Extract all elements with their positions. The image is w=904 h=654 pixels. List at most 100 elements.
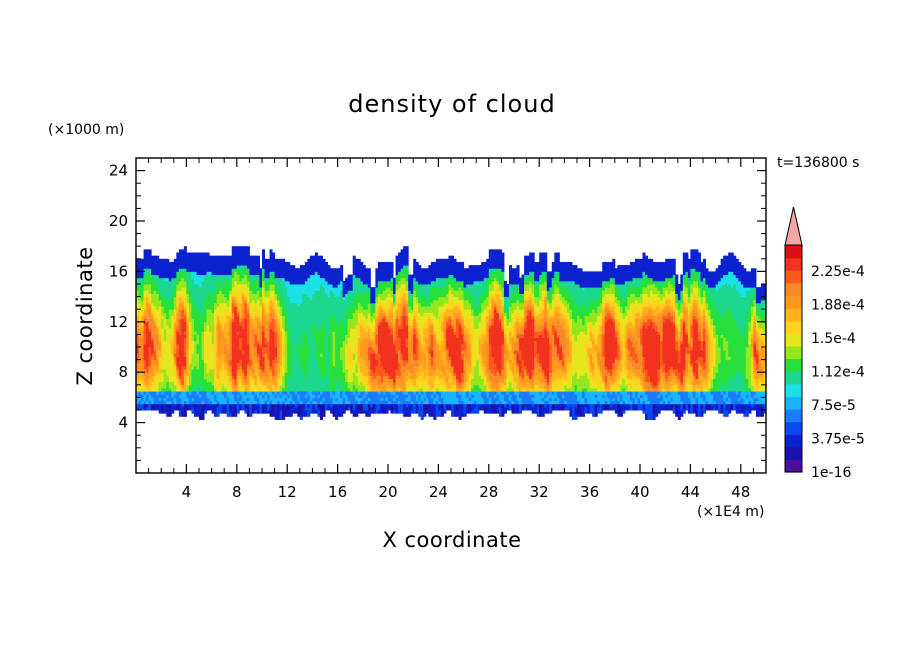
cloud-cell	[277, 258, 281, 263]
cloud-cell	[294, 274, 298, 279]
cloud-cell	[141, 271, 145, 276]
cloud-cell	[161, 350, 165, 354]
cloud-cell	[166, 258, 170, 263]
cloud-cell	[191, 353, 195, 357]
cloud-cell	[211, 321, 215, 326]
cloud-cell	[244, 350, 248, 354]
cloud-cell	[201, 318, 205, 323]
cloud-cell	[163, 309, 167, 313]
cloud-cell	[297, 324, 301, 329]
cloud-cell	[229, 350, 233, 354]
cloud-cell	[375, 309, 379, 313]
cloud-cell	[322, 350, 326, 354]
cloud-cell	[332, 359, 336, 364]
cloud-cell	[193, 315, 197, 320]
cloud-cell	[287, 378, 291, 383]
cloud-cell	[246, 306, 250, 310]
cloud-cell	[188, 290, 192, 294]
cloud-cell	[256, 299, 260, 304]
cloud-cell	[299, 324, 303, 329]
cloud-cell	[277, 302, 281, 307]
cloud-cell	[166, 347, 170, 351]
cloud-cell	[239, 268, 243, 272]
cloud-cell	[322, 299, 326, 304]
cloud-cell	[360, 369, 364, 373]
cloud-cell	[302, 359, 306, 364]
cloud-cell	[236, 387, 240, 392]
cloud-cell	[256, 406, 260, 411]
cloud-cell	[241, 331, 245, 335]
cloud-cell	[211, 343, 215, 348]
cloud-cell	[294, 369, 298, 373]
cloud-cell	[153, 381, 157, 386]
cloud-cell	[287, 356, 291, 361]
cloud-cell	[352, 318, 356, 323]
cloud-cell	[201, 416, 205, 420]
cloud-cell	[153, 328, 157, 332]
cloud-cell	[335, 384, 339, 389]
cloud-cell	[274, 284, 278, 288]
cloud-cell	[352, 359, 356, 364]
cloud-cell	[372, 293, 376, 298]
cloud-cell	[244, 343, 248, 348]
cloud-cell	[236, 365, 240, 370]
cloud-cell	[287, 290, 291, 294]
cloud-cell	[325, 315, 329, 320]
cloud-cell	[319, 397, 323, 402]
cloud-cell	[214, 381, 218, 386]
cloud-cell	[186, 290, 190, 294]
cloud-cell	[173, 287, 177, 291]
cloud-cell	[244, 391, 248, 395]
cloud-cell	[299, 271, 303, 276]
cloud-cell	[229, 406, 233, 411]
cloud-cell	[241, 391, 245, 395]
cloud-cell	[191, 258, 195, 263]
cloud-cell	[332, 306, 336, 310]
cloud-cell	[267, 356, 271, 361]
cloud-cell	[196, 337, 200, 342]
cloud-cell	[279, 394, 283, 398]
cloud-cell	[382, 340, 386, 345]
cloud-cell	[327, 271, 331, 276]
cloud-cell	[186, 337, 190, 342]
cloud-cell	[307, 296, 311, 301]
cloud-cell	[204, 375, 208, 379]
cloud-cell	[352, 299, 356, 304]
cloud-cell	[385, 372, 389, 376]
cloud-cell	[193, 384, 197, 389]
cloud-cell	[156, 403, 160, 408]
cloud-cell	[183, 403, 187, 408]
cloud-cell	[347, 381, 351, 386]
cloud-cell	[249, 391, 253, 395]
cloud-cell	[309, 299, 313, 304]
cloud-cell	[181, 353, 185, 357]
cloud-cell	[231, 334, 235, 339]
cloud-cell	[254, 324, 258, 329]
cloud-cell	[332, 280, 336, 285]
cloud-cell	[314, 403, 318, 408]
cloud-cell	[312, 284, 316, 288]
cloud-cell	[244, 324, 248, 329]
cloud-cell	[231, 337, 235, 342]
cloud-cell	[269, 410, 273, 414]
cloud-cell	[236, 255, 240, 260]
cloud-cell	[375, 359, 379, 364]
cloud-cell	[178, 410, 182, 414]
cloud-cell	[173, 365, 177, 370]
cloud-cell	[219, 343, 223, 348]
cloud-cell	[148, 328, 152, 332]
cloud-cell	[138, 302, 142, 307]
cloud-cell	[201, 268, 205, 272]
cloud-cell	[385, 369, 389, 373]
cloud-cell	[274, 265, 278, 269]
cloud-cell	[186, 306, 190, 310]
cloud-cell	[337, 331, 341, 335]
cloud-cell	[226, 318, 230, 323]
cloud-cell	[234, 252, 238, 257]
cloud-cell	[158, 350, 162, 354]
cloud-cell	[256, 331, 260, 335]
cloud-cell	[254, 299, 258, 304]
cloud-cell	[292, 331, 296, 335]
cloud-cell	[249, 387, 253, 392]
cloud-cell	[350, 324, 354, 329]
